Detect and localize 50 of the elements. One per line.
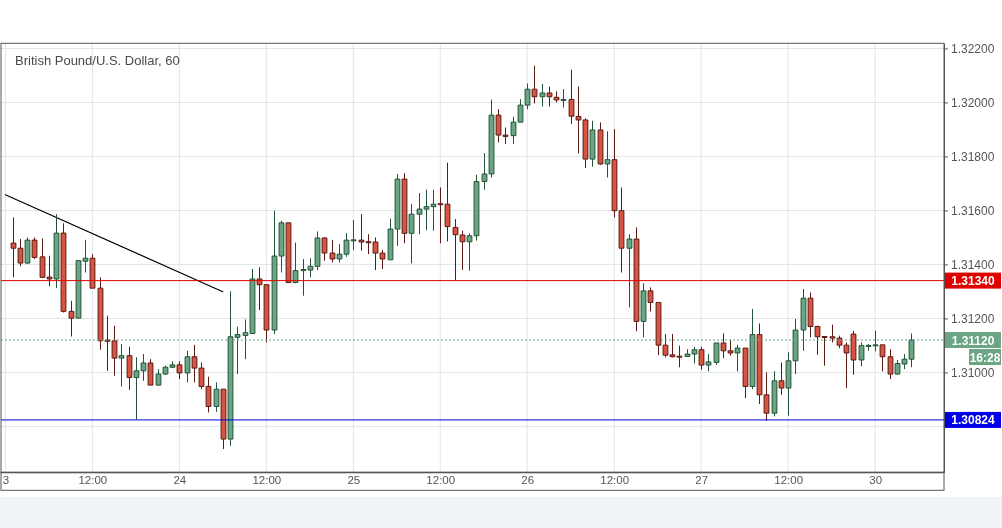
candlestick (778, 361, 785, 396)
x-tick-label: 25 (347, 474, 361, 487)
y-tick-label: 1.32000 (951, 95, 995, 110)
x-tick-label: 26 (521, 474, 535, 487)
y-tick-label: 1.32200 (951, 41, 995, 56)
candlestick (626, 233, 633, 308)
y-tick-label: 1.31200 (951, 311, 995, 326)
candlestick (531, 65, 538, 105)
candlestick (589, 120, 596, 168)
candlestick (698, 346, 705, 371)
x-tick-label: 24 (173, 474, 187, 487)
candlestick (147, 358, 154, 386)
candlestick (126, 346, 133, 391)
candlestick (553, 90, 560, 103)
candlestick (539, 83, 546, 107)
candlestick (176, 360, 183, 380)
x-tick-label: 3 (2, 474, 10, 487)
candlestick (213, 381, 220, 413)
candlestick (285, 222, 292, 283)
candlestick (742, 347, 749, 399)
y-tick-label: 1.31000 (951, 365, 995, 380)
candlestick (734, 344, 741, 372)
y-tick-label: 1.31600 (951, 203, 995, 218)
candlestick (640, 282, 647, 338)
candlestick (560, 88, 567, 109)
x-tick-label: 12:00 (252, 474, 282, 487)
x-tick-label: 27 (695, 474, 709, 487)
candlestick (401, 172, 408, 244)
x-tick-label: 12:00 (774, 474, 804, 487)
candlestick (220, 388, 227, 450)
candlestick (546, 86, 553, 107)
candlestick (633, 226, 640, 332)
ref-line-label: 1.30824 (951, 413, 996, 428)
candlestick (771, 370, 778, 417)
text: 16:28 (969, 350, 1001, 365)
text: British Pound/U.S. Dollar, 60 (15, 53, 180, 68)
candlestick (184, 350, 191, 383)
ref-line-label: 1.31340 (951, 274, 996, 289)
y-tick-label: 1.31400 (951, 257, 995, 272)
x-tick-label: 12:00 (426, 474, 456, 487)
candlestick (24, 236, 31, 265)
y-tick-label: 1.31800 (951, 149, 995, 164)
x-tick-label: 12:00 (600, 474, 630, 487)
candlestick (597, 121, 604, 166)
candlestick (53, 213, 60, 289)
x-tick-label: 12:00 (78, 474, 108, 487)
x-tick-label: 30 (869, 474, 883, 487)
ref-line-label: 1.31120 (951, 333, 995, 348)
candlestick (604, 130, 611, 178)
candlestick (118, 343, 125, 387)
